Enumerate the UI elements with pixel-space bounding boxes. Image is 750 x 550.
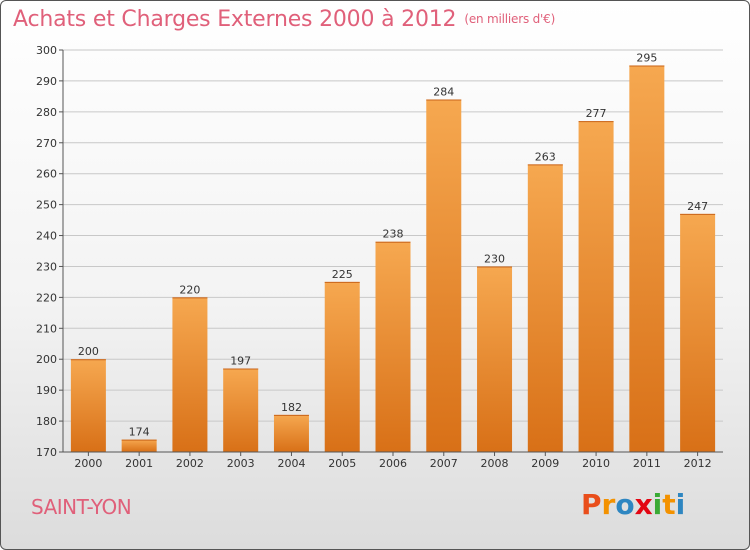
y-tick-label: 180: [36, 415, 57, 428]
title-unit: (en milliers d'€): [464, 12, 556, 26]
data-label-2001: 174: [129, 426, 150, 439]
x-tick-label-2008: 2008: [481, 457, 509, 470]
bar-2008: [477, 266, 513, 452]
bar-2004: [273, 414, 309, 452]
logo-letter: o: [615, 488, 635, 521]
bar-2012: [680, 213, 716, 452]
data-label-2008: 230: [484, 252, 505, 265]
y-tick-label: 300: [36, 44, 57, 57]
x-tick-label-2005: 2005: [328, 457, 356, 470]
bar-2002: [172, 297, 208, 452]
bar-2000: [70, 359, 106, 452]
x-tick-label-2011: 2011: [633, 457, 661, 470]
bar-2011: [629, 65, 665, 452]
data-label-2011: 295: [636, 51, 657, 64]
bar-2003: [223, 368, 259, 452]
title-text: Achats et Charges Externes 2000 à 2012: [13, 7, 457, 32]
y-tick-label: 240: [36, 230, 57, 243]
x-tick-label-2003: 2003: [227, 457, 255, 470]
x-tick-label-2002: 2002: [176, 457, 204, 470]
data-label-2002: 220: [179, 283, 200, 296]
bar-2010: [578, 121, 614, 452]
x-tick-label-2010: 2010: [582, 457, 610, 470]
y-tick-label: 270: [36, 137, 57, 150]
data-label-2003: 197: [230, 355, 251, 368]
proxiti-logo[interactable]: Proxiti: [581, 488, 685, 521]
chart-title: Achats et Charges Externes 2000 à 2012 (e…: [13, 7, 555, 32]
y-tick-label: 200: [36, 353, 57, 366]
y-tick-label: 250: [36, 199, 57, 212]
y-tick-label: 210: [36, 322, 57, 335]
x-tick-label-2009: 2009: [531, 457, 559, 470]
bar-layer: 200 174 220 197 182 225 238 284 230 263 277 295 247: [70, 51, 716, 452]
y-tick-label: 190: [36, 384, 57, 397]
data-label-2012: 247: [687, 200, 708, 213]
data-label-2004: 182: [281, 401, 302, 414]
logo-letter: r: [601, 488, 616, 521]
logo-letter: x: [634, 488, 653, 521]
x-tick-label-2004: 2004: [277, 457, 305, 470]
x-tick-label-2007: 2007: [430, 457, 458, 470]
x-tick-label-2001: 2001: [125, 457, 153, 470]
y-tick-label: 170: [36, 446, 57, 459]
logo-letter: P: [581, 488, 602, 521]
data-label-2005: 225: [332, 268, 353, 281]
bar-2005: [324, 281, 360, 452]
data-label-2000: 200: [78, 345, 99, 358]
x-tick-label-2000: 2000: [74, 457, 102, 470]
y-tick-label: 290: [36, 75, 57, 88]
y-tick-label: 260: [36, 168, 57, 181]
x-tick-label-2012: 2012: [684, 457, 712, 470]
logo-letter: i: [675, 488, 686, 521]
data-label-2006: 238: [383, 228, 404, 241]
bar-2009: [527, 164, 563, 452]
city-name: SAINT-YON: [31, 495, 132, 519]
data-label-2007: 284: [433, 85, 454, 98]
y-tick-label: 280: [36, 106, 57, 119]
bar-2001: [121, 439, 157, 452]
y-tick-label: 220: [36, 291, 57, 304]
axis-layer: 170 180 190 200 210 220 230 240 250 260 270 280 290 3…: [36, 44, 723, 470]
data-label-2009: 263: [535, 150, 556, 163]
y-tick-label: 230: [36, 260, 57, 273]
logo-letter: t: [662, 488, 676, 521]
data-label-2010: 277: [586, 107, 607, 120]
bar-2007: [426, 99, 462, 452]
logo-letter: i: [652, 488, 663, 521]
x-tick-label-2006: 2006: [379, 457, 407, 470]
bar-2006: [375, 241, 411, 452]
